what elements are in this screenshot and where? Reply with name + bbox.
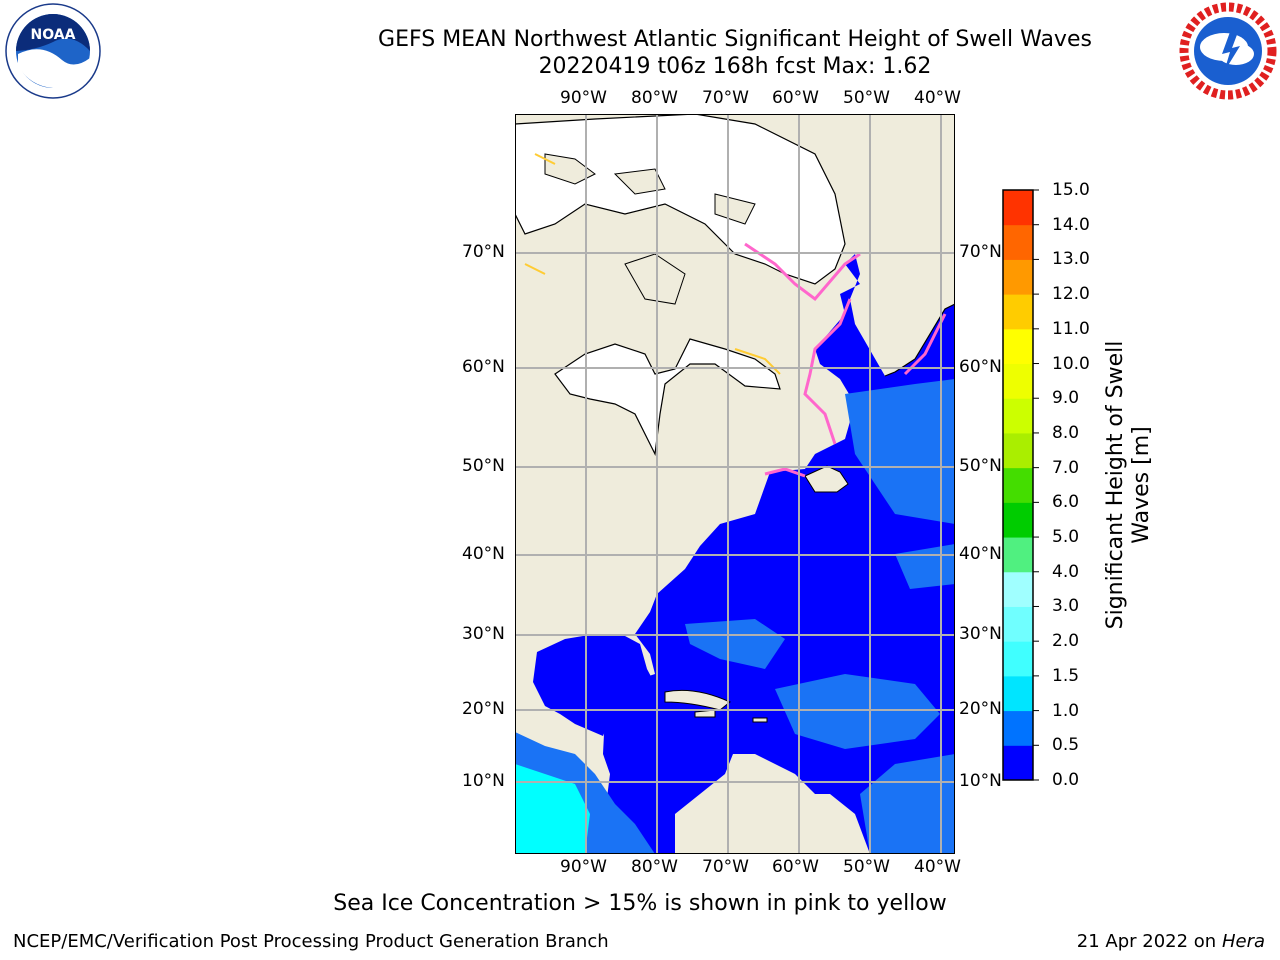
lon-label-bottom-70w: 70°W <box>702 857 749 877</box>
lon-label-bottom-80w: 80°W <box>631 857 678 877</box>
lat-label-right-50n: 50°N <box>959 456 1002 476</box>
colorbar-segment <box>1003 190 1033 226</box>
noaa-logo-text: NOAA <box>31 27 76 43</box>
lon-label-top-90w: 90°W <box>560 88 607 108</box>
lon-label-bottom-40w: 40°W <box>914 857 961 877</box>
lon-label-top-50w: 50°W <box>843 88 890 108</box>
colorbar-tick-label: 13.0 <box>1052 249 1090 270</box>
lat-label-left-50n: 50°N <box>462 456 505 476</box>
arctic-ice <box>515 114 846 285</box>
lon-label-top-40w: 40°W <box>914 88 961 108</box>
sea-ice-note: Sea Ice Concentration > 15% is shown in … <box>333 891 947 916</box>
colorbar-tick-label: 1.0 <box>1052 700 1080 721</box>
footer-date-text: 21 Apr 2022 on <box>1076 931 1222 952</box>
map <box>515 114 955 854</box>
colorbar-segment <box>1003 710 1033 746</box>
lat-label-left-70n: 70°N <box>462 242 505 262</box>
colorbar-segment <box>1003 398 1033 434</box>
graticule <box>515 114 955 854</box>
lat-label-right-20n: 20°N <box>959 699 1002 719</box>
colorbar-tick-label: 3.0 <box>1052 596 1080 617</box>
lon-label-bottom-50w: 50°W <box>843 857 890 877</box>
chart-subtitle: 20220419 t06z 168h fcst Max: 1.62 <box>538 54 932 79</box>
nws-logo <box>1179 2 1277 100</box>
colorbar-tick-label: 0.0 <box>1052 770 1080 790</box>
colorbar-segment <box>1003 328 1033 365</box>
colorbar-tick-label: 11.0 <box>1052 318 1090 339</box>
lat-label-right-60n: 60°N <box>959 357 1002 377</box>
colorbar-segment <box>1003 259 1033 295</box>
colorbar-tick-label: 7.0 <box>1052 457 1080 478</box>
colorbar-title: Significant Height of Swell Waves [m] <box>1103 325 1155 645</box>
colorbar-title-line2: Waves [m] <box>1129 426 1154 544</box>
lon-label-top-80w: 80°W <box>631 88 678 108</box>
colorbar-segment <box>1003 432 1033 469</box>
lat-label-left-10n: 10°N <box>462 771 505 791</box>
colorbar-tick-label: 9.0 <box>1052 388 1080 409</box>
colorbar-segment <box>1003 467 1033 503</box>
colorbar-tick-label: 8.0 <box>1052 422 1080 443</box>
colorbar <box>1002 189 1039 781</box>
colorbar-tick-label: 15.0 <box>1052 180 1090 200</box>
lat-label-right-30n: 30°N <box>959 624 1002 644</box>
lon-label-bottom-90w: 90°W <box>560 857 607 877</box>
colorbar-segment <box>1003 571 1033 607</box>
colorbar-tick-label: 6.0 <box>1052 492 1080 513</box>
colorbar-segment <box>1003 606 1033 642</box>
lat-label-left-60n: 60°N <box>462 357 505 377</box>
footer-date: 21 Apr 2022 on Hera <box>1077 931 1265 952</box>
colorbar-tick-label: 0.5 <box>1052 735 1080 756</box>
lat-label-right-10n: 10°N <box>959 771 1002 791</box>
colorbar-segment <box>1003 641 1033 677</box>
lon-label-top-60w: 60°W <box>772 88 819 108</box>
lon-label-bottom-60w: 60°W <box>772 857 819 877</box>
colorbar-segment <box>1003 224 1033 260</box>
lat-label-right-70n: 70°N <box>959 242 1002 262</box>
colorbar-tick-label: 12.0 <box>1052 284 1090 305</box>
colorbar-title-line1: Significant Height of Swell <box>1103 340 1128 630</box>
sea-ice-edge <box>744 242 861 302</box>
colorbar-segment <box>1003 745 1033 781</box>
noaa-logo: NOAA <box>5 3 101 99</box>
colorbar-segment <box>1003 537 1033 573</box>
lat-label-left-40n: 40°N <box>462 544 505 564</box>
colorbar-tick-label: 4.0 <box>1052 561 1080 582</box>
chart-title: GEFS MEAN Northwest Atlantic Significant… <box>378 27 1092 52</box>
colorbar-tick-label: 2.0 <box>1052 631 1080 652</box>
lat-label-right-40n: 40°N <box>959 544 1002 564</box>
lat-label-left-20n: 20°N <box>462 699 505 719</box>
colorbar-segment <box>1003 502 1033 538</box>
colorbar-tick-label: 14.0 <box>1052 214 1090 235</box>
colorbar-segment <box>1003 294 1033 330</box>
footer-machine: Hera <box>1221 931 1265 952</box>
colorbar-segment <box>1003 675 1033 712</box>
colorbar-tick-label: 1.5 <box>1052 665 1080 686</box>
lat-label-left-30n: 30°N <box>462 624 505 644</box>
lon-label-top-70w: 70°W <box>702 88 749 108</box>
footer-branch: NCEP/EMC/Verification Post Processing Pr… <box>13 931 609 952</box>
colorbar-tick-label: 5.0 <box>1052 527 1080 548</box>
colorbar-tick-label: 10.0 <box>1052 353 1090 374</box>
colorbar-segment <box>1003 363 1033 399</box>
